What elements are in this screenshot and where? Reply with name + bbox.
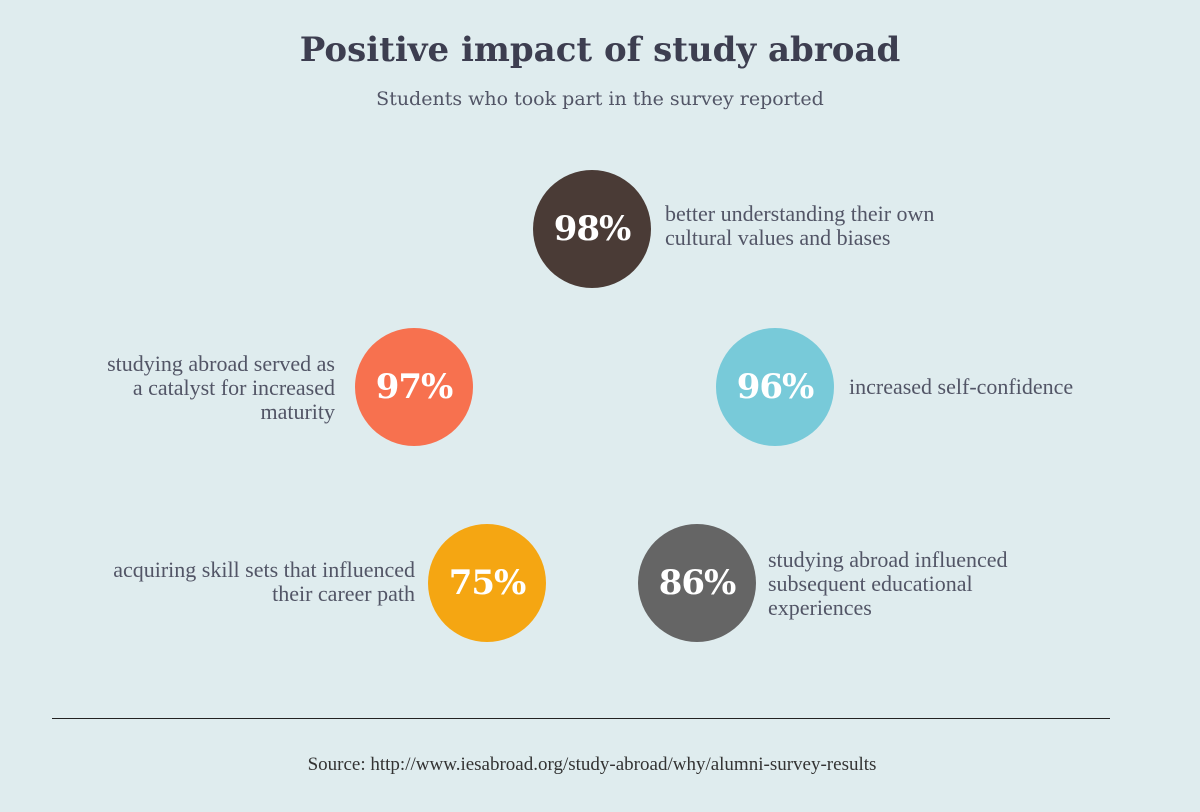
stat-circle-86: 86% <box>638 524 756 642</box>
chart-subtitle: Students who took part in the survey rep… <box>376 88 824 110</box>
stat-label-98: better understanding their own cultural … <box>665 201 935 250</box>
stat-circle-98: 98% <box>533 170 651 288</box>
chart-title: Positive impact of study abroad <box>299 30 901 70</box>
source-note: Source: http://www.iesabroad.org/study-a… <box>307 754 877 775</box>
divider-line <box>52 718 1110 719</box>
stat-label-96: increased self-confidence <box>849 374 1074 399</box>
stat-circle-75: 75% <box>428 524 546 642</box>
stat-label-75: acquiring skill sets that influenced the… <box>113 557 415 606</box>
stat-circle-96: 96% <box>716 328 834 446</box>
stat-label-86: studying abroad influenced subsequent ed… <box>768 547 1008 620</box>
stat-label-97: studying abroad served as a catalyst for… <box>107 351 335 424</box>
stat-circle-97: 97% <box>355 328 473 446</box>
